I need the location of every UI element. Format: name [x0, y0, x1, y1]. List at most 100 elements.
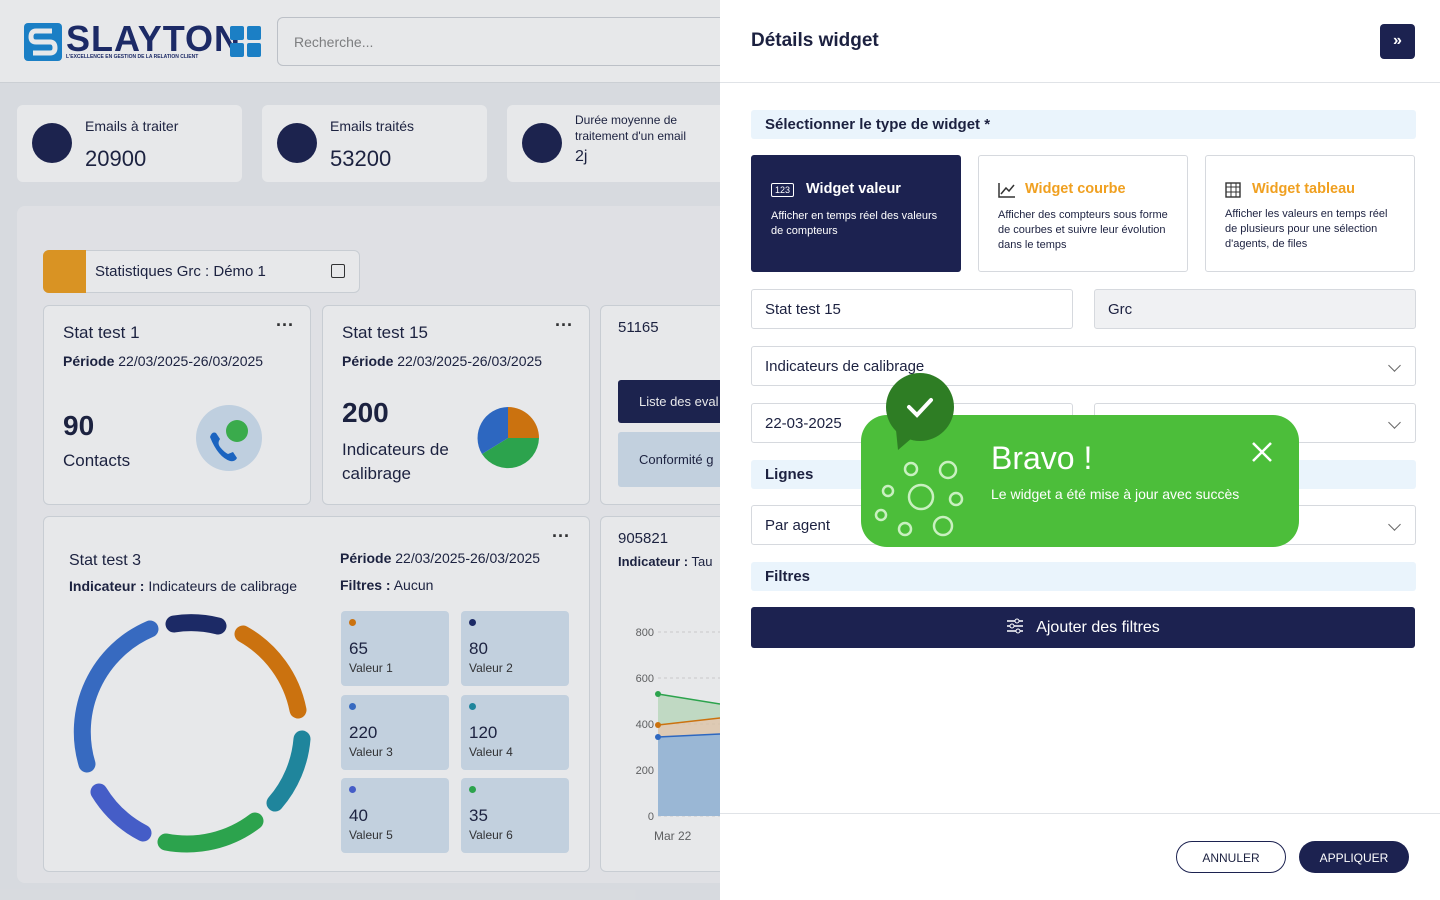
- filter-icon: [1007, 618, 1024, 634]
- widget-type-card[interactable]: Widget courbe Afficher des compteurs sou…: [978, 155, 1188, 272]
- kpi-icon: [522, 123, 562, 163]
- toast-check: [886, 373, 954, 450]
- indicator-label: Indicateur :: [618, 554, 689, 569]
- menu-dots[interactable]: ...: [555, 310, 574, 330]
- menu-dots[interactable]: ...: [552, 521, 571, 541]
- value-tile: 80 Valeur 2: [461, 611, 569, 686]
- tile-value: 120: [469, 723, 498, 742]
- type-icon: 123: [771, 183, 795, 197]
- period-label: Période: [340, 550, 392, 566]
- logo-text: SLAYTON: [66, 18, 242, 59]
- dashboard-tab[interactable]: [43, 250, 360, 293]
- add-filters-button[interactable]: Ajouter des filtres: [751, 607, 1415, 648]
- tile-value: 40: [349, 806, 368, 825]
- tile-label: Valeur 3: [349, 745, 393, 759]
- divider: [720, 82, 1440, 83]
- type-description: Afficher en temps réel des valeurs de co…: [771, 210, 938, 237]
- widget-card: [322, 305, 590, 505]
- tile-value: 220: [349, 723, 378, 742]
- type-description: Afficher des compteurs sous forme de cou…: [998, 209, 1168, 251]
- widget-type-card[interactable]: Widget tableau Afficher les valeurs en t…: [1205, 155, 1415, 272]
- group-input: Grc: [1094, 289, 1416, 329]
- widget-title: Stat test 3: [69, 552, 142, 569]
- toast-title: Bravo !: [991, 440, 1093, 476]
- menu-dots[interactable]: ...: [276, 310, 295, 330]
- indicator-select[interactable]: Indicateurs de calibrage: [751, 346, 1416, 386]
- donut: [73, 614, 311, 853]
- value-tile: 65 Valeur 1: [341, 611, 449, 686]
- pie-icon: [477, 407, 539, 469]
- divider: [720, 813, 1440, 814]
- type-icon: [998, 183, 1015, 198]
- type-title: Widget tableau: [1252, 181, 1355, 197]
- logo-icon: [24, 23, 62, 61]
- kpi-label: Emails à traiter: [85, 118, 179, 134]
- widget-title: 51165: [618, 319, 659, 336]
- widget-unit: Indicateurs de calibrage: [342, 440, 449, 483]
- logo-tagline: L'EXCELLENCE EN GESTION DE LA RELATION C…: [66, 54, 199, 60]
- kpi-label: Emails traités: [330, 118, 415, 134]
- widget-title: Stat test 15: [342, 323, 428, 342]
- tile-label: Valeur 2: [469, 661, 513, 675]
- tile-label: Valeur 5: [349, 828, 393, 842]
- kpi-value: 53200: [330, 146, 392, 171]
- y-tick-label: 200: [636, 765, 654, 777]
- kpi-icon: [32, 123, 72, 163]
- tile-value: 65: [349, 639, 368, 658]
- button-label: Ajouter des filtres: [1036, 619, 1160, 636]
- tile-label: Valeur 4: [469, 745, 513, 759]
- section-header: Sélectionner le type de widget *: [751, 110, 1416, 139]
- type-icon: [1225, 182, 1241, 198]
- tile-label: Valeur 6: [469, 828, 513, 842]
- backdrop[interactable]: [0, 0, 720, 900]
- kpi-value: 2j: [575, 148, 588, 165]
- widget-value: 90: [63, 410, 95, 441]
- cancel-button[interactable]: ANNULER: [1176, 841, 1286, 873]
- y-tick-label: 800: [636, 627, 654, 639]
- collapse-button[interactable]: »: [1380, 24, 1415, 59]
- value-tile: 40 Valeur 5: [341, 778, 449, 853]
- period-label: Période: [63, 353, 115, 369]
- tile-value: 35: [469, 806, 488, 825]
- x-tick-label: Mar 22: [654, 829, 692, 843]
- indicator-label: Indicateur :: [69, 578, 145, 594]
- kpi-icon: [277, 123, 317, 163]
- filters: Aucun: [393, 577, 434, 593]
- select-value: Par agent: [765, 517, 831, 534]
- period: 22/03/2025-26/03/2025: [118, 353, 264, 369]
- select-value: Indicateurs de calibrage: [765, 358, 925, 375]
- period: 22/03/2025-26/03/2025: [395, 550, 541, 566]
- toast-decoration: [874, 460, 964, 537]
- indicator: Indicateurs de calibrage: [148, 578, 298, 594]
- toast-message: Le widget a été mise à jour avec succès: [991, 486, 1240, 502]
- toast-close[interactable]: [1251, 441, 1273, 463]
- widget-type-card[interactable]: 123 Widget valeur Afficher en temps réel…: [751, 155, 961, 272]
- period-label: Période: [342, 353, 394, 369]
- line-chart: 800 600 400 200 0: [636, 627, 720, 823]
- widget-unit: Contacts: [63, 451, 131, 470]
- value-tile: 220 Valeur 3: [341, 695, 449, 770]
- dashboard-title: Statistiques Grc : Démo 1: [95, 263, 266, 280]
- widget-title: 905821: [618, 530, 669, 547]
- name-input[interactable]: Stat test 15: [751, 289, 1073, 329]
- edit-icon[interactable]: [331, 264, 345, 278]
- kpi-value: 20900: [85, 146, 147, 171]
- phone-icon: [196, 405, 262, 471]
- type-title: Widget courbe: [1025, 181, 1126, 197]
- period: 22/03/2025-26/03/2025: [397, 353, 543, 369]
- apps-icon[interactable]: [230, 26, 262, 58]
- widget-title: Stat test 1: [63, 323, 140, 342]
- dashboard-icon: [43, 250, 86, 293]
- indicator: Tau: [691, 554, 713, 569]
- filters-label: Filtres :: [340, 577, 391, 593]
- value-tile: 35 Valeur 6: [461, 778, 569, 853]
- tile-label: Valeur 1: [349, 661, 393, 675]
- type-description: Afficher les valeurs en temps réel de pl…: [1225, 208, 1388, 250]
- value-tile: 120 Valeur 4: [461, 695, 569, 770]
- section-header: Filtres: [751, 562, 1416, 591]
- y-tick-label: 400: [636, 719, 654, 731]
- panel-title: Détails widget: [751, 30, 879, 51]
- y-tick-label: 600: [636, 673, 654, 685]
- apply-button[interactable]: APPLIQUER: [1299, 841, 1409, 873]
